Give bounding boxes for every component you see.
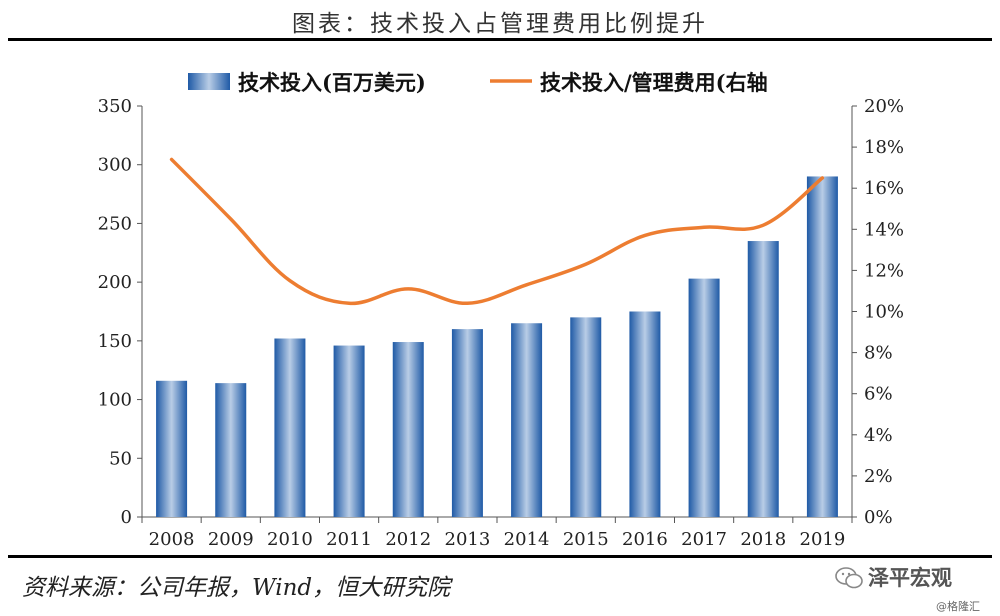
bar (570, 317, 602, 517)
right-tick-label: 14% (864, 219, 904, 240)
bar (156, 380, 188, 517)
line-series (169, 157, 825, 306)
x-tick-label: 2014 (504, 529, 550, 550)
x-tick-label: 2011 (326, 529, 372, 550)
x-tick-label: 2013 (445, 529, 491, 550)
bar (333, 345, 365, 517)
axes (137, 105, 857, 523)
axis-labels: 0 50 100 150 200 250 300 350 0% 2% 4% 6% 8% 10% 12% 14%… (98, 96, 904, 550)
left-tick-label: 350 (98, 96, 132, 117)
bar (392, 342, 424, 517)
right-tick-label: 8% (864, 343, 893, 364)
legend: 技术投入(百万美元) 技术投入/管理费用(右轴 (188, 70, 768, 95)
x-tick-label: 2010 (267, 529, 313, 550)
combo-chart: 技术投入(百万美元) 技术投入/管理费用(右轴 0 50 100 150 200 250 30… (98, 70, 904, 550)
x-tick-label: 2009 (208, 529, 254, 550)
left-tick-label: 150 (98, 331, 132, 352)
bar (274, 338, 306, 517)
bar (511, 323, 543, 517)
x-tick-label: 2012 (385, 529, 431, 550)
chart-title: 图表：技术投入占管理费用比例提升 (292, 11, 708, 37)
legend-label-line: 技术投入/管理费用(右轴 (540, 70, 768, 95)
right-tick-label: 0% (864, 507, 893, 528)
title-rule (8, 38, 992, 41)
watermark-sub: @格隆汇 (936, 600, 980, 613)
right-tick-label: 2% (864, 466, 893, 487)
right-tick-label: 6% (864, 384, 893, 405)
bar (215, 383, 247, 517)
right-tick-label: 12% (864, 260, 904, 281)
bar (451, 329, 483, 517)
legend-label-bars: 技术投入(百万美元) (238, 70, 426, 95)
x-tick-label: 2015 (563, 529, 609, 550)
bar (806, 176, 838, 517)
watermark-brand: 泽平宏观 (868, 566, 952, 590)
right-tick-label: 20% (864, 96, 904, 117)
bar-series (156, 176, 838, 518)
bar (629, 311, 661, 517)
legend-swatch-bars (188, 73, 230, 90)
right-tick-label: 16% (864, 178, 904, 199)
left-tick-label: 200 (98, 272, 132, 293)
wechat-icon (835, 567, 863, 589)
x-tick-label: 2017 (681, 529, 727, 550)
left-tick-label: 300 (98, 155, 132, 176)
bar (688, 278, 720, 517)
bar (747, 241, 779, 518)
left-tick-label: 50 (109, 448, 132, 469)
x-tick-label: 2018 (740, 529, 786, 550)
left-tick-label: 0 (121, 507, 132, 528)
ratio-line (169, 157, 825, 306)
x-tick-label: 2008 (149, 529, 195, 550)
right-tick-label: 18% (864, 137, 904, 158)
source-note: 资料来源：公司年报，Wind，恒大研究院 (22, 575, 451, 601)
left-tick-label: 100 (98, 390, 132, 411)
right-tick-label: 4% (864, 425, 893, 446)
bottom-rule (8, 555, 992, 558)
x-tick-label: 2016 (622, 529, 668, 550)
x-tick-label: 2019 (800, 529, 846, 550)
right-tick-label: 10% (864, 302, 904, 323)
left-tick-label: 250 (98, 213, 132, 234)
